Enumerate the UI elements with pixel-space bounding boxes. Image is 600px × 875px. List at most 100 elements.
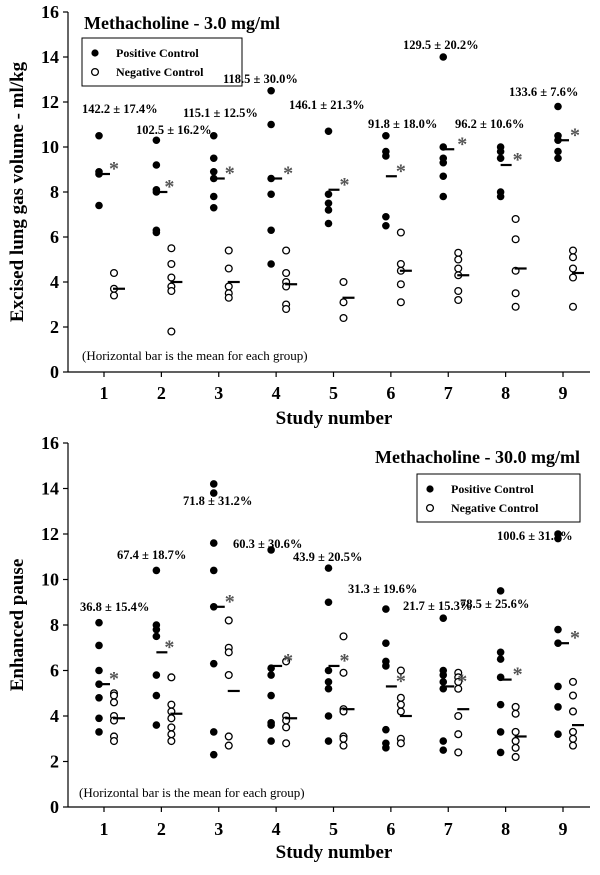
legend-box <box>416 473 581 523</box>
point-positive-control <box>152 721 161 729</box>
point-positive-control <box>152 691 161 700</box>
point-positive-control <box>324 684 333 693</box>
significance-star: * <box>570 124 580 146</box>
x-tick-label: 7 <box>444 819 453 839</box>
x-tick-label: 1 <box>100 383 109 403</box>
point-positive-control <box>267 546 275 554</box>
x-tick-label: 1 <box>100 819 109 839</box>
point-negative-control <box>568 273 578 282</box>
point-positive-control <box>496 748 505 757</box>
point-negative-control <box>109 291 119 300</box>
percent-annotation: 67.4 ± 18.7% <box>117 548 186 562</box>
point-negative-control <box>454 286 463 296</box>
point-negative-control <box>568 727 578 736</box>
point-negative-control <box>511 289 520 298</box>
point-negative-control <box>224 264 233 273</box>
point-positive-control <box>554 682 562 691</box>
point-negative-control <box>167 244 176 253</box>
x-tick-label: 4 <box>272 819 281 839</box>
point-positive-control <box>267 86 275 95</box>
point-negative-control <box>396 693 405 702</box>
percent-annotation: 118.5 ± 30.0% <box>223 72 298 86</box>
point-positive-control <box>496 648 505 657</box>
significance-star: * <box>109 668 119 690</box>
point-negative-control <box>396 298 405 307</box>
significance-star: * <box>396 670 406 692</box>
significance-star: * <box>225 591 235 613</box>
significance-star: * <box>340 650 350 672</box>
point-positive-control <box>95 728 103 736</box>
percent-annotation: 100.6 ± 31.3% <box>497 529 573 543</box>
percent-annotation: 60.3 ± 30.6% <box>233 537 302 551</box>
point-negative-control <box>339 668 348 677</box>
point-negative-control <box>339 313 348 323</box>
point-positive-control <box>267 120 275 129</box>
x-tick-label: 2 <box>157 383 166 403</box>
y-axis-title: Enhanced pause <box>7 559 28 692</box>
point-negative-control <box>511 302 520 311</box>
legend-marker-positive <box>91 49 99 57</box>
point-positive-control <box>209 659 218 668</box>
point-negative-control <box>511 743 520 752</box>
point-negative-control <box>167 327 176 336</box>
point-negative-control <box>454 748 463 757</box>
x-axis-title: Study number <box>276 408 393 429</box>
significance-star: * <box>225 163 235 185</box>
point-positive-control <box>267 260 275 268</box>
point-positive-control <box>554 147 562 156</box>
point-positive-control <box>554 730 562 738</box>
point-negative-control <box>396 259 405 269</box>
point-negative-control <box>511 752 520 761</box>
significance-star: * <box>109 158 119 180</box>
point-negative-control <box>568 707 578 716</box>
percent-annotation: 102.5 ± 16.2% <box>136 123 212 137</box>
point-negative-control <box>454 730 463 739</box>
point-negative-control <box>396 228 405 237</box>
point-negative-control <box>167 723 176 732</box>
point-positive-control <box>152 632 161 641</box>
point-negative-control <box>167 736 176 746</box>
point-negative-control <box>568 302 578 311</box>
point-positive-control <box>152 161 161 169</box>
point-negative-control <box>167 286 176 296</box>
point-negative-control <box>224 670 233 680</box>
percent-annotation: 96.2 ± 10.6% <box>455 117 524 131</box>
point-positive-control <box>209 566 218 575</box>
y-tick-label: 6 <box>50 661 59 681</box>
point-negative-control <box>167 673 176 682</box>
percent-annotation: 129.5 ± 20.2% <box>403 38 479 52</box>
point-positive-control <box>324 564 333 572</box>
point-negative-control <box>396 739 405 748</box>
percent-annotation: 146.1 ± 21.3% <box>289 98 365 112</box>
point-positive-control <box>152 625 161 634</box>
x-tick-label: 8 <box>501 819 510 839</box>
legend-label-negative: Negative Control <box>451 501 539 515</box>
point-positive-control <box>382 744 390 752</box>
point-negative-control <box>224 282 233 291</box>
y-tick-label: 2 <box>50 752 59 772</box>
point-negative-control <box>511 709 520 718</box>
significance-star: * <box>513 664 523 686</box>
point-negative-control <box>109 736 119 746</box>
y-tick-label: 0 <box>50 797 59 817</box>
point-negative-control <box>224 616 233 625</box>
point-positive-control <box>496 147 505 156</box>
point-negative-control <box>511 235 520 244</box>
point-positive-control <box>95 131 103 140</box>
point-positive-control <box>209 539 218 547</box>
point-positive-control <box>209 167 218 176</box>
x-tick-label: 5 <box>329 383 338 403</box>
point-positive-control <box>209 154 218 163</box>
point-positive-control <box>209 489 218 497</box>
point-positive-control <box>324 199 333 208</box>
point-negative-control <box>282 268 291 278</box>
point-negative-control <box>454 684 463 693</box>
point-positive-control <box>382 725 390 734</box>
percent-annotation: 31.3 ± 19.6% <box>348 582 417 596</box>
point-positive-control <box>324 737 333 745</box>
point-positive-control <box>382 212 390 221</box>
x-axis-title: Study number <box>276 842 393 863</box>
point-positive-control <box>95 201 103 210</box>
x-tick-label: 5 <box>329 819 338 839</box>
point-positive-control <box>95 641 103 650</box>
